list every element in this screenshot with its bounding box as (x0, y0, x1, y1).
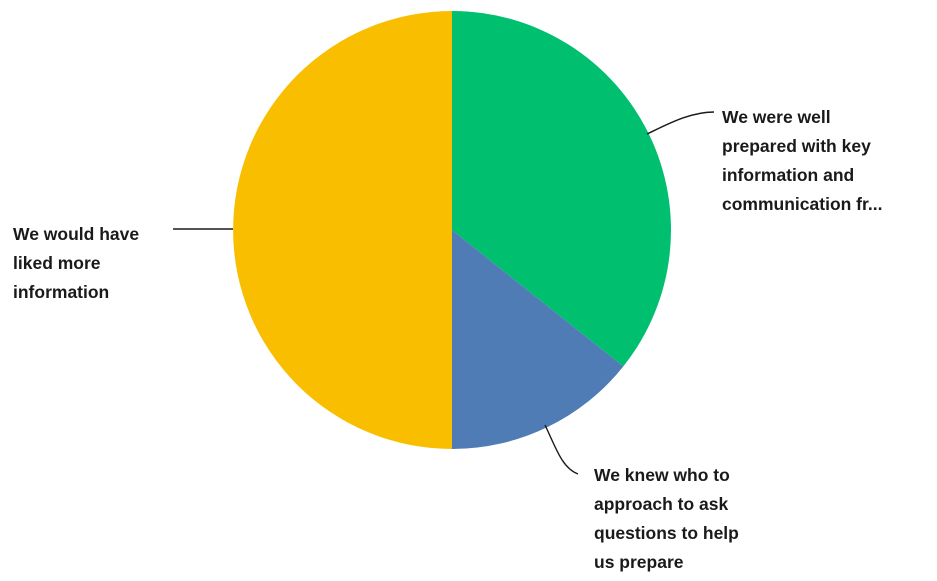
slice-label-line: information (13, 282, 109, 302)
pie-slice-2 (233, 11, 452, 449)
slices-layer (233, 11, 671, 449)
leader-line-1 (544, 424, 579, 475)
slice-label-2: We would have liked more information (13, 224, 139, 302)
slice-label-line: approach to ask (594, 494, 728, 514)
pie-slice-0 (452, 11, 671, 367)
slice-label-line: liked more (13, 253, 101, 273)
slice-labels-layer: We were well prepared with key information… (13, 107, 882, 572)
slice-label-line: We were well (722, 107, 831, 127)
leader-line-0 (646, 111, 715, 135)
slice-label-line: We would have (13, 224, 139, 244)
slice-label-line: information and (722, 165, 854, 185)
slice-label-0: We were well prepared with key information… (722, 107, 882, 214)
slice-label-line: us prepare (594, 552, 684, 572)
pie-slice-1 (452, 230, 624, 449)
slice-label-line: We knew who to (594, 465, 730, 485)
slice-label-line: prepared with key (722, 136, 871, 156)
slice-label-1: We knew who to approach to ask questions t… (594, 465, 739, 572)
slice-label-line: questions to help (594, 523, 739, 543)
leader-lines-layer (173, 111, 715, 475)
slice-label-line: communication fr... (722, 194, 882, 214)
